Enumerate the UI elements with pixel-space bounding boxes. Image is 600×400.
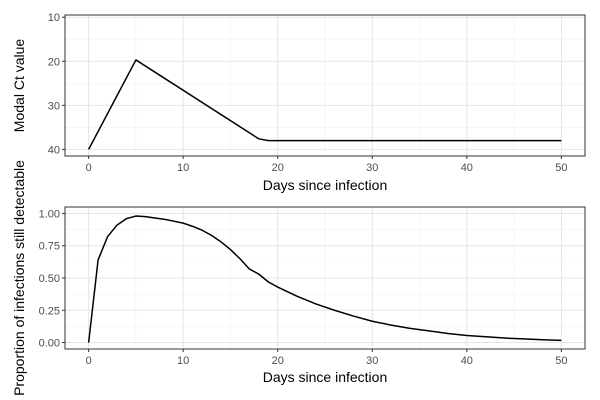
x-tick-label: 50 xyxy=(555,162,567,174)
x-tick-label: 10 xyxy=(177,355,189,367)
x-tick-label: 30 xyxy=(366,355,378,367)
x-tick-label: 10 xyxy=(177,162,189,174)
series-line-1 xyxy=(87,215,562,343)
x-tick-label: 0 xyxy=(86,162,92,174)
y-tick-label: 0.75 xyxy=(39,241,60,253)
chart-panel-2: 0 10 20 30 40 50 0.00 0.25 0.50 0.75 1.00 Days sinc… xyxy=(11,160,586,396)
y-tick-label: 10 xyxy=(48,12,60,24)
series-line-1 xyxy=(87,59,562,150)
y-tick-label: 20 xyxy=(48,56,60,68)
x-tick-label: 40 xyxy=(461,162,473,174)
y-axis-title: Modal Ct value xyxy=(11,39,27,133)
x-axis-title: Days since infection xyxy=(263,369,388,385)
y-tick-label: 0.00 xyxy=(39,338,60,350)
x-tick-label: 0 xyxy=(86,355,92,367)
panel-border xyxy=(64,14,586,157)
y-tick-label: 40 xyxy=(48,144,60,156)
x-axis-title: Days since infection xyxy=(263,177,388,193)
x-tick-label: 30 xyxy=(366,162,378,174)
y-tick-label: 0.50 xyxy=(39,273,60,285)
x-tick-label: 40 xyxy=(461,355,473,367)
x-tick-label: 20 xyxy=(272,162,284,174)
y-tick-label: 1.00 xyxy=(39,208,60,220)
y-tick-label: 30 xyxy=(48,100,60,112)
x-tick-label: 50 xyxy=(555,355,567,367)
chart-panel-1: 0 10 20 30 40 50 10 20 30 40 Days since infection M… xyxy=(11,12,586,193)
y-axis-title: Proportion of infections still detectabl… xyxy=(11,160,27,396)
y-tick-label: 0.25 xyxy=(39,305,60,317)
x-tick-label: 20 xyxy=(272,355,284,367)
